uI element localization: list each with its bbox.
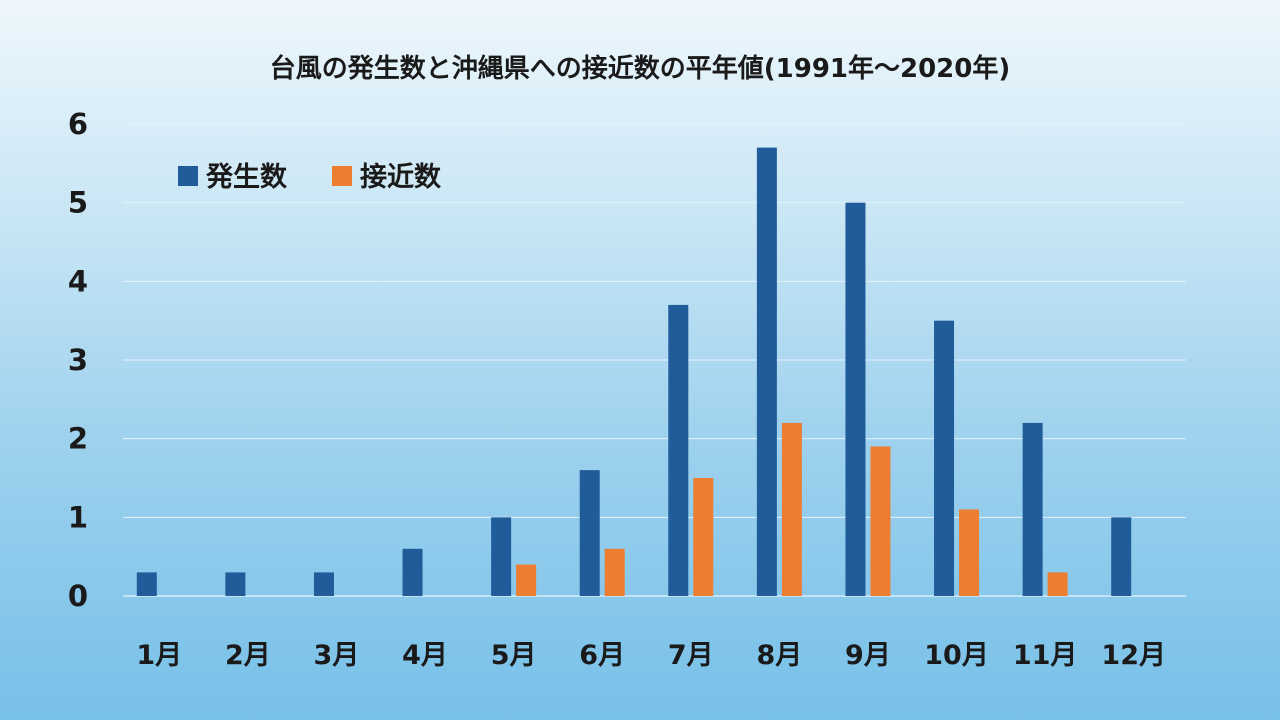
bar: [934, 320, 955, 596]
bar: [959, 509, 980, 596]
x-tick-label: 4月: [402, 640, 448, 671]
x-tick-label: 3月: [314, 640, 360, 671]
y-tick-label: 3: [68, 343, 88, 377]
bar: [693, 478, 714, 596]
bar: [1047, 572, 1068, 596]
x-tick-label: 10月: [924, 640, 989, 671]
y-tick-label: 1: [68, 500, 88, 534]
x-tick-label: 7月: [668, 640, 714, 671]
y-tick-label: 0: [68, 579, 88, 613]
x-tick-label: 1月: [136, 640, 182, 671]
x-tick-label: 6月: [579, 640, 625, 671]
grid-lines: [123, 123, 1186, 518]
bar: [225, 572, 246, 596]
bar: [756, 147, 777, 596]
bar: [781, 422, 802, 596]
y-tick-label: 2: [68, 422, 88, 456]
legend-item: 接近数: [332, 162, 442, 193]
legend-item: 発生数: [178, 162, 288, 193]
bar: [491, 517, 512, 596]
y-tick-label: 6: [68, 107, 88, 141]
bar: [668, 304, 689, 596]
x-tick-label: 8月: [756, 640, 802, 671]
series-2-bars: [516, 422, 1068, 596]
bar: [870, 446, 891, 596]
y-tick-label: 5: [68, 186, 88, 220]
bar: [604, 548, 625, 596]
bar: [1111, 517, 1132, 596]
legend-swatch: [332, 166, 352, 186]
legend-label: 接近数: [360, 162, 442, 193]
y-tick-label: 4: [68, 264, 88, 298]
x-tick-label: 9月: [845, 640, 891, 671]
legend: 発生数 接近数: [178, 162, 442, 193]
bar: [402, 548, 423, 596]
bar: [845, 202, 866, 596]
x-tick-label: 12月: [1101, 640, 1166, 671]
x-tick-label: 2月: [225, 640, 271, 671]
x-tick-label: 5月: [491, 640, 537, 671]
bar: [1022, 422, 1043, 596]
bar: [516, 564, 537, 596]
bar: [136, 572, 157, 596]
chart-title: 台風の発生数と沖縄県への接近数の平年値(1991年～2020年): [269, 54, 1011, 84]
bars: [136, 147, 1132, 596]
series-1-bars: [136, 147, 1132, 596]
y-tick-labels: 0 1 2 3 4 5 6: [68, 107, 88, 613]
x-tick-label: 11月: [1013, 640, 1078, 671]
bar: [579, 470, 600, 596]
legend-swatch: [178, 166, 198, 186]
bar: [313, 572, 334, 596]
x-tick-labels: 1月 2月 3月 4月 5月 6月 7月 8月 9月 10月 11月 12月: [136, 640, 1166, 671]
legend-label: 発生数: [205, 162, 288, 193]
